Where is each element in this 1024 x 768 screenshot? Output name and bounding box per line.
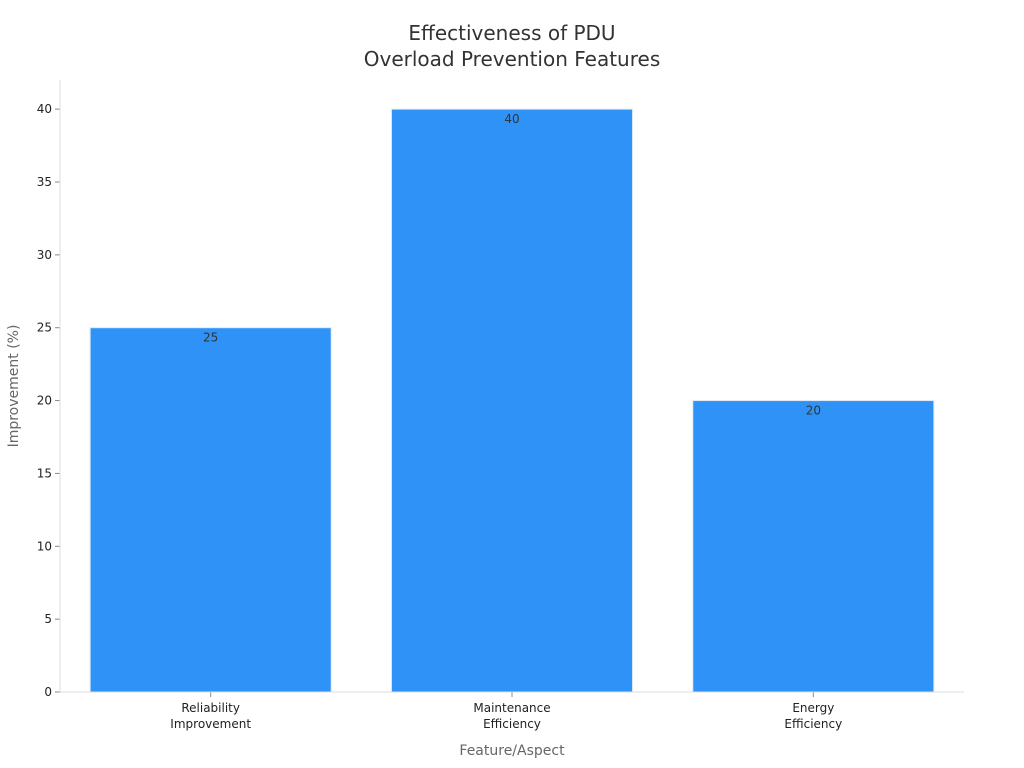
x-tick-label-2-1: Efficiency [784,717,842,731]
bars-group: 25 40 20 [89,108,935,693]
y-axis-ticks: 0 5 10 15 20 25 30 35 40 [37,102,60,699]
y-tick-label: 10 [37,539,52,553]
bar-0 [89,327,332,693]
y-tick-label: 20 [37,394,52,408]
y-tick-label: 30 [37,248,52,262]
x-tick-label-2-0: Energy [792,701,834,715]
x-axis-ticks: Reliability Improvement Maintenance Efficie… [170,692,842,731]
y-tick-label: 35 [37,175,52,189]
x-tick-label-0-0: Reliability [181,701,240,715]
chart-title-line-1: Effectiveness of PDU [408,21,615,45]
x-tick-label-0-1: Improvement [170,717,251,731]
bar-2 [692,400,935,693]
y-tick-label: 40 [37,102,52,116]
y-tick-label: 0 [44,685,52,699]
y-tick-label: 25 [37,321,52,335]
y-tick-label: 5 [44,612,52,626]
bar-1 [390,108,634,693]
y-tick-label: 15 [37,466,52,480]
x-tick-label-1-0: Maintenance [473,701,550,715]
x-tick-label-1-1: Efficiency [483,717,541,731]
data-label-0: 25 [203,331,218,345]
x-axis-title: Feature/Aspect [459,743,565,759]
y-axis-title: Improvement (%) [6,325,22,448]
data-label-1: 40 [504,112,519,126]
chart-title-line-2: Overload Prevention Features [364,47,660,71]
data-label-2: 20 [806,404,821,418]
